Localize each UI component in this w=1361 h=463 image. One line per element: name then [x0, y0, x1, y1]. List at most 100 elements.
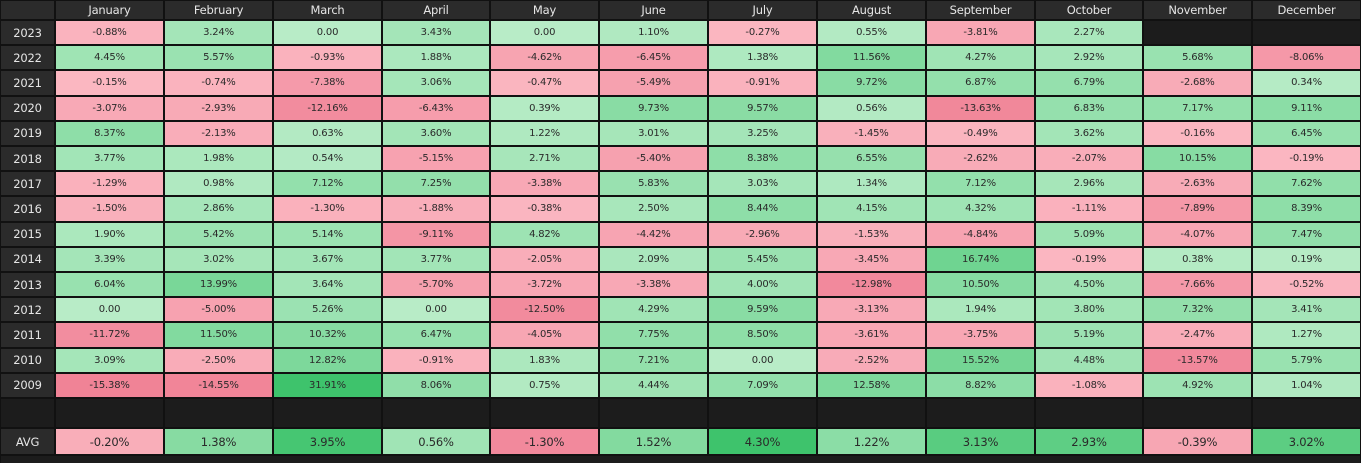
return-cell-2009-february: -14.55%: [165, 373, 272, 397]
return-cell-2012-march: 5.26%: [274, 298, 381, 322]
return-cell-2019-august: -1.45%: [818, 121, 925, 145]
return-cell-2015-march: 5.14%: [274, 222, 381, 246]
year-label-2018: 2018: [1, 147, 54, 171]
return-cell-2022-october: 2.92%: [1036, 46, 1142, 70]
avg-cell-march: 3.95%: [274, 429, 381, 454]
return-cell-2018-july: 8.38%: [709, 147, 816, 171]
year-label-2019: 2019: [1, 121, 54, 145]
return-cell-2013-april: -5.70%: [383, 273, 489, 297]
return-cell-2017-november: -2.63%: [1144, 172, 1251, 196]
year-label-2013: 2013: [1, 273, 54, 297]
return-cell-2021-september: 6.87%: [927, 71, 1034, 95]
return-cell-2013-february: 13.99%: [165, 273, 272, 297]
return-cell-2016-august: 4.15%: [818, 197, 925, 221]
return-cell-2018-may: 2.71%: [491, 147, 598, 171]
return-cell-2012-january: 0.00: [56, 298, 163, 322]
return-cell-2023-march: 0.00: [274, 21, 381, 45]
separator-cell: [600, 399, 707, 427]
return-cell-2022-march: -0.93%: [274, 46, 381, 70]
return-cell-2023-july: -0.27%: [709, 21, 816, 45]
return-cell-2022-june: -6.45%: [600, 46, 707, 70]
return-cell-2011-december: 1.27%: [1253, 323, 1360, 347]
return-cell-2023-january: -0.88%: [56, 21, 163, 45]
return-cell-2022-november: 5.68%: [1144, 46, 1251, 70]
return-cell-2009-january: -15.38%: [56, 373, 163, 397]
return-cell-2021-november: -2.68%: [1144, 71, 1251, 95]
return-cell-2019-september: -0.49%: [927, 121, 1034, 145]
return-cell-2012-february: -5.00%: [165, 298, 272, 322]
return-cell-2011-may: -4.05%: [491, 323, 598, 347]
return-cell-2020-july: 9.57%: [709, 96, 816, 120]
return-cell-2020-april: -6.43%: [383, 96, 489, 120]
return-cell-2014-january: 3.39%: [56, 247, 163, 271]
return-cell-2015-january: 1.90%: [56, 222, 163, 246]
return-cell-2009-march: 31.91%: [274, 373, 381, 397]
separator-row-label: [1, 399, 54, 427]
avg-cell-may: -1.30%: [491, 429, 598, 454]
return-cell-2014-april: 3.77%: [383, 247, 489, 271]
return-cell-2011-august: -3.61%: [818, 323, 925, 347]
return-cell-2010-november: -13.57%: [1144, 348, 1251, 372]
return-cell-2022-september: 4.27%: [927, 46, 1034, 70]
avg-cell-november: -0.39%: [1144, 429, 1251, 454]
return-cell-2013-march: 3.64%: [274, 273, 381, 297]
separator-cell: [818, 399, 925, 427]
return-cell-2012-june: 4.29%: [600, 298, 707, 322]
return-cell-2022-december: -8.06%: [1253, 46, 1360, 70]
return-cell-2009-november: 4.92%: [1144, 373, 1251, 397]
return-cell-2015-september: -4.84%: [927, 222, 1034, 246]
return-cell-2013-august: -12.98%: [818, 273, 925, 297]
avg-cell-april: 0.56%: [383, 429, 489, 454]
return-cell-2017-february: 0.98%: [165, 172, 272, 196]
return-cell-2016-june: 2.50%: [600, 197, 707, 221]
year-label-2021: 2021: [1, 71, 54, 95]
return-cell-2011-march: 10.32%: [274, 323, 381, 347]
return-cell-2009-august: 12.58%: [818, 373, 925, 397]
return-cell-2015-december: 7.47%: [1253, 222, 1360, 246]
column-header-march: March: [274, 1, 381, 19]
return-cell-2014-november: 0.38%: [1144, 247, 1251, 271]
return-cell-2022-april: 1.88%: [383, 46, 489, 70]
return-cell-2016-january: -1.50%: [56, 197, 163, 221]
return-cell-2017-july: 3.03%: [709, 172, 816, 196]
return-cell-2017-june: 5.83%: [600, 172, 707, 196]
separator-cell: [709, 399, 816, 427]
return-cell-2018-december: -0.19%: [1253, 147, 1360, 171]
return-cell-2023-october: 2.27%: [1036, 21, 1142, 45]
return-cell-2012-september: 1.94%: [927, 298, 1034, 322]
return-cell-2021-february: -0.74%: [165, 71, 272, 95]
empty-cell: [1144, 21, 1251, 45]
avg-cell-september: 3.13%: [927, 429, 1034, 454]
column-header-august: August: [818, 1, 925, 19]
year-label-2014: 2014: [1, 247, 54, 271]
return-cell-2023-june: 1.10%: [600, 21, 707, 45]
separator-cell: [1253, 399, 1360, 427]
return-cell-2011-january: -11.72%: [56, 323, 163, 347]
return-cell-2016-july: 8.44%: [709, 197, 816, 221]
return-cell-2019-november: -0.16%: [1144, 121, 1251, 145]
column-header-april: April: [383, 1, 489, 19]
year-label-2010: 2010: [1, 348, 54, 372]
return-cell-2010-october: 4.48%: [1036, 348, 1142, 372]
return-cell-2020-october: 6.83%: [1036, 96, 1142, 120]
avg-cell-october: 2.93%: [1036, 429, 1142, 454]
return-cell-2021-april: 3.06%: [383, 71, 489, 95]
return-cell-2019-march: 0.63%: [274, 121, 381, 145]
return-cell-2018-november: 10.15%: [1144, 147, 1251, 171]
return-cell-2021-may: -0.47%: [491, 71, 598, 95]
return-cell-2015-april: -9.11%: [383, 222, 489, 246]
return-cell-2014-february: 3.02%: [165, 247, 272, 271]
column-header-july: July: [709, 1, 816, 19]
separator-cell: [165, 399, 272, 427]
year-label-2012: 2012: [1, 298, 54, 322]
return-cell-2016-may: -0.38%: [491, 197, 598, 221]
return-cell-2013-september: 10.50%: [927, 273, 1034, 297]
return-cell-2018-february: 1.98%: [165, 147, 272, 171]
return-cell-2011-april: 6.47%: [383, 323, 489, 347]
return-cell-2017-may: -3.38%: [491, 172, 598, 196]
return-cell-2017-january: -1.29%: [56, 172, 163, 196]
column-header-january: January: [56, 1, 163, 19]
return-cell-2009-september: 8.82%: [927, 373, 1034, 397]
bottom-strip: [1, 456, 1360, 463]
